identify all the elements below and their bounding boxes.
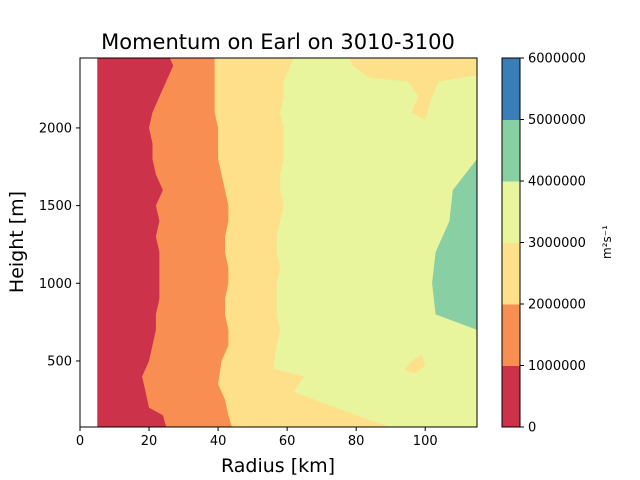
x-axis: 0 20 40 60 80 100	[76, 427, 438, 449]
chart-title: Momentum on Earl on 3010-3100	[101, 30, 455, 54]
y-axis: 500 1000 1500 2000	[39, 121, 80, 369]
plot-area	[79, 57, 478, 428]
colorbar-tick-label: 0	[528, 421, 536, 436]
colorbar-segment	[502, 242, 520, 305]
x-tick-label: 100	[413, 434, 438, 449]
colorbar-tick-label: 1000000	[528, 359, 586, 374]
colorbar-segment	[502, 119, 520, 182]
x-tick-label: 40	[210, 434, 227, 449]
x-axis-label: Radius [km]	[221, 455, 335, 477]
x-tick-label: 60	[279, 434, 296, 449]
colorbar-segment	[502, 304, 520, 366]
y-tick-label: 500	[47, 354, 72, 369]
y-tick-label: 1500	[39, 199, 72, 214]
colorbar-tick-label: 4000000	[528, 175, 586, 190]
x-tick-label: 0	[76, 434, 84, 449]
contour-band-4	[432, 159, 477, 330]
y-axis-label: Height [m]	[6, 191, 28, 293]
colorbar: 0 1000000 2000000 3000000 4000000 5000000 6000…	[501, 52, 614, 436]
x-tick-label: 20	[141, 434, 158, 449]
colorbar-tick-label: 5000000	[528, 113, 586, 128]
colorbar-tick-label: 3000000	[528, 236, 586, 251]
y-tick-label: 2000	[39, 121, 72, 136]
plot-frame	[79, 57, 478, 428]
colorbar-segment	[502, 58, 520, 120]
colorbar-label: m²s⁻¹	[600, 225, 614, 259]
colorbar-segment	[502, 181, 520, 243]
contour-band-3	[273, 58, 477, 427]
colorbar-tick-label: 2000000	[528, 298, 586, 313]
colorbar-segment	[502, 365, 520, 428]
y-tick-label: 1000	[39, 277, 72, 292]
contour-island-0	[349, 58, 477, 121]
x-tick-label: 80	[348, 434, 365, 449]
colorbar-tick-label: 6000000	[528, 52, 586, 67]
contour-island-1	[404, 354, 426, 374]
